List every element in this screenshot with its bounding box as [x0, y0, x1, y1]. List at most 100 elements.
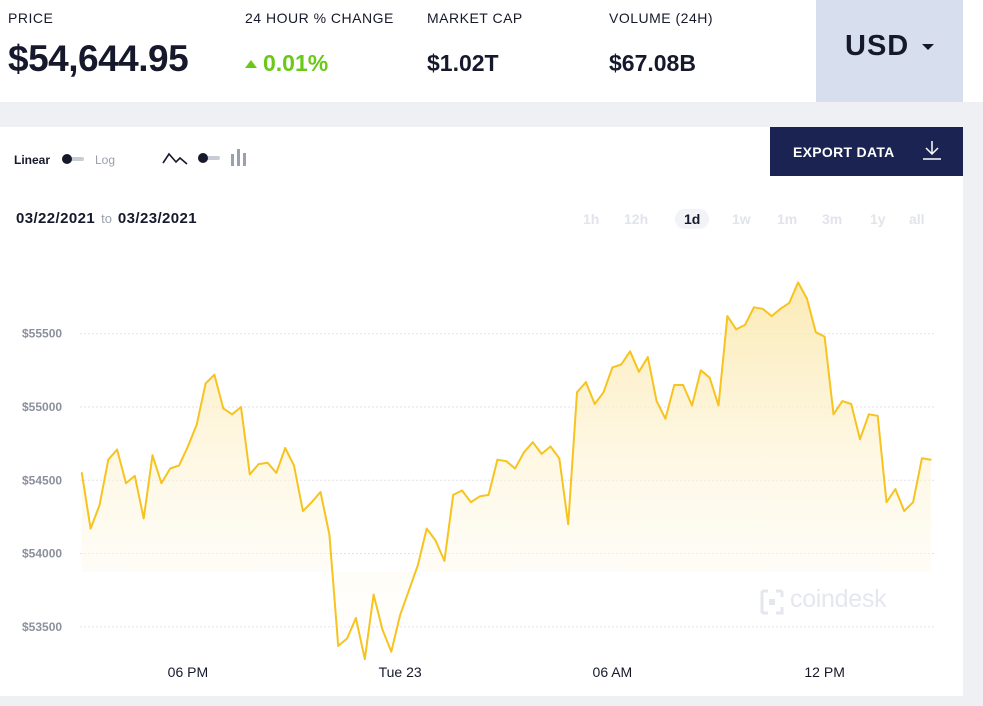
price-point — [744, 324, 746, 326]
price-point — [178, 464, 180, 467]
scale-switch-track — [62, 157, 84, 161]
price-point — [125, 482, 127, 485]
price-point — [859, 438, 861, 441]
price-point — [894, 488, 897, 490]
change-label: 24 HOUR % CHANGE — [245, 10, 394, 26]
price-point — [655, 400, 658, 402]
range-tab-3m[interactable]: 3m — [822, 211, 843, 227]
price-point — [823, 335, 826, 338]
date-to-word: to — [101, 211, 112, 226]
price-point — [293, 464, 295, 467]
price-point — [399, 614, 401, 616]
price-point — [602, 391, 605, 394]
range-tab-1d[interactable]: 1d — [675, 209, 710, 229]
arrow-up-icon — [245, 60, 257, 68]
price-point — [328, 533, 331, 536]
price-point — [204, 382, 207, 385]
price-point — [531, 441, 534, 444]
export-label: EXPORT DATA — [793, 144, 895, 160]
price-point — [912, 501, 914, 504]
price-point — [116, 448, 118, 451]
price-point — [523, 451, 525, 454]
price-point — [248, 473, 251, 476]
price-point — [682, 384, 684, 386]
price-point — [753, 306, 755, 309]
chart-panel: Linear Log EXPORT DATA 03/22/2021 to 03/23 — [0, 127, 963, 696]
x-tick-label: 06 AM — [593, 664, 633, 680]
price-point — [806, 297, 808, 300]
price-point — [708, 376, 711, 379]
line-chart-icon[interactable] — [162, 149, 188, 167]
price-point — [673, 384, 676, 386]
change-value-row: 0.01% — [245, 50, 328, 77]
price-point — [779, 307, 782, 310]
date-to[interactable]: 03/23/2021 — [117, 210, 197, 227]
scale-linear-label[interactable]: Linear — [14, 153, 51, 167]
range-tab-12h[interactable]: 12h — [624, 211, 649, 227]
price-point — [416, 564, 419, 567]
price-point — [611, 366, 614, 369]
price-point — [372, 593, 375, 596]
watermark-text: coindesk — [790, 585, 887, 613]
price-point — [576, 391, 578, 394]
price-point — [620, 363, 623, 366]
range-tab-1h[interactable]: 1h — [583, 211, 600, 227]
price-point — [381, 628, 384, 631]
price-chart[interactable]: $53500 $54000 $54500 $55000 $55500 06 PM Tue … — [0, 127, 963, 696]
coindesk-logo-icon — [760, 589, 784, 615]
price-point — [903, 510, 906, 512]
price-point — [133, 475, 136, 477]
price-point — [355, 617, 357, 619]
price-point — [638, 370, 640, 373]
price-point — [107, 458, 110, 461]
price-point — [514, 467, 516, 470]
date-from[interactable]: 03/22/2021 — [16, 210, 96, 227]
x-tick-label: 12 PM — [804, 664, 844, 680]
scale-log-label[interactable]: Log — [95, 153, 116, 167]
range-tab-1y[interactable]: 1y — [870, 211, 886, 227]
price-point — [346, 637, 348, 640]
download-icon — [923, 141, 941, 160]
range-tab-1m[interactable]: 1m — [777, 211, 798, 227]
price-point — [549, 445, 552, 448]
price-point — [275, 472, 278, 474]
price-point — [770, 315, 773, 317]
currency-select[interactable]: USD — [816, 0, 963, 102]
price-value: $54,644.95 — [8, 38, 189, 79]
price-point — [284, 447, 287, 449]
chevron-down-icon — [922, 44, 934, 50]
price-point — [841, 400, 844, 402]
price-point — [222, 407, 225, 410]
date-range: 03/22/2021 to 03/23/2021 — [16, 210, 197, 227]
price-point — [337, 645, 340, 647]
stats-bar: PRICE $54,644.95 24 HOUR % CHANGE 0.01% … — [0, 0, 983, 102]
price-point — [699, 369, 702, 372]
y-tick-label: $55500 — [22, 327, 62, 341]
export-data-button[interactable]: EXPORT DATA — [770, 127, 963, 176]
change-value: 0.01% — [263, 50, 329, 76]
price-point — [80, 472, 83, 474]
price-point — [142, 517, 145, 520]
price-point — [169, 467, 172, 470]
y-tick-label: $53500 — [22, 620, 62, 634]
price-point — [567, 523, 570, 526]
chart-type-switch-track — [198, 156, 220, 160]
price-point — [921, 457, 923, 460]
price-point — [505, 460, 508, 463]
scale-switch[interactable] — [62, 154, 84, 164]
range-tab-all[interactable]: all — [909, 211, 925, 227]
y-tick-label: $54500 — [22, 473, 62, 487]
x-tick-label: 06 PM — [168, 664, 208, 680]
price-point — [434, 539, 437, 542]
price-point — [558, 457, 561, 460]
price-point — [461, 489, 463, 492]
price-point — [885, 501, 888, 504]
chart-type-switch[interactable] — [198, 153, 220, 163]
price-point — [195, 423, 198, 426]
chart-type-toggle — [162, 147, 252, 169]
price-point — [585, 381, 587, 383]
bar-chart-icon[interactable] — [230, 148, 248, 168]
price-point — [187, 445, 189, 448]
price-point — [629, 350, 631, 353]
range-tab-1w[interactable]: 1w — [732, 211, 751, 227]
